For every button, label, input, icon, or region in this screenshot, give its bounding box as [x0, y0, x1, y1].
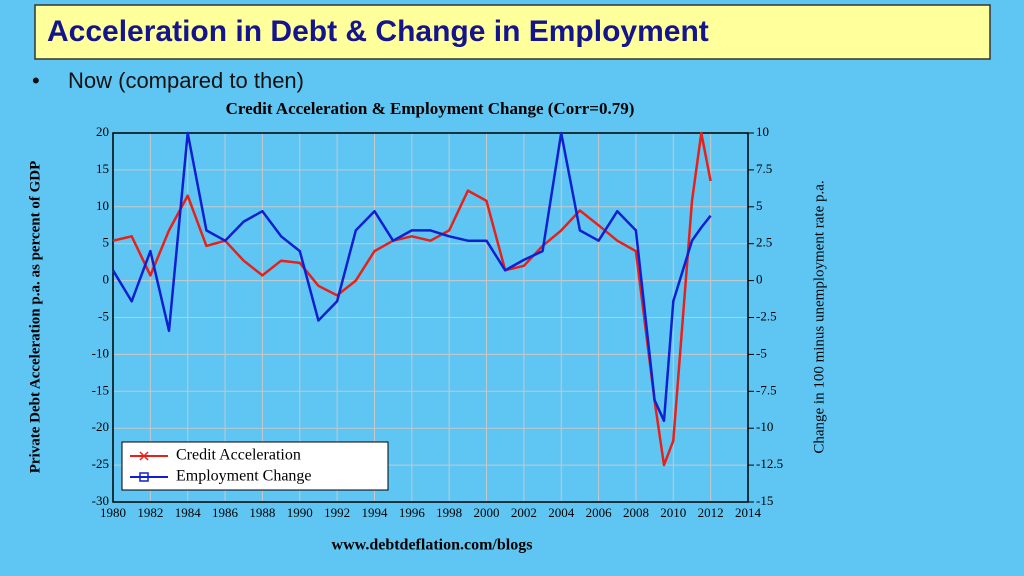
x-tick-label: 1980 — [100, 505, 126, 520]
x-tick-label: 2002 — [511, 505, 537, 520]
slide-title: Acceleration in Debt & Change in Employm… — [47, 15, 709, 48]
x-tick-label: 2010 — [660, 505, 686, 520]
plot-frame — [112, 132, 749, 503]
legend-marker — [139, 451, 149, 461]
y2-tick-label: 2.5 — [756, 235, 772, 250]
x-tick-label: 2008 — [623, 505, 649, 520]
x-tick-label: 1986 — [212, 505, 239, 520]
x-tick-label: 1996 — [399, 505, 426, 520]
x-tick-label: 2000 — [474, 505, 500, 520]
y-tick-label: 20 — [96, 124, 109, 139]
y-tick-label: 0 — [103, 272, 110, 287]
chart-title: Credit Acceleration & Employment Change … — [226, 99, 635, 118]
y2-axis-label: Change in 100 minus unemployment rate p.… — [811, 180, 827, 453]
bullet-dot: • — [32, 68, 40, 93]
y-tick-label: 5 — [103, 235, 110, 250]
series-line — [112, 131, 712, 467]
x-tick-label: 1994 — [361, 505, 388, 520]
y2-tick-label: -12.5 — [756, 456, 783, 471]
y2-tick-label: 5 — [756, 198, 763, 213]
y2-tick-label: -7.5 — [756, 382, 777, 397]
x-tick-label: 2014 — [735, 505, 762, 520]
y2-tick-label: 10 — [756, 124, 769, 139]
y-tick-label: -20 — [92, 419, 109, 434]
y-axis-label: Private Debt Acceleration p.a. as percen… — [27, 161, 43, 474]
y2-tick-label: -2.5 — [756, 308, 777, 323]
x-tick-label: 1982 — [137, 505, 163, 520]
x-tick-label: 1990 — [287, 505, 313, 520]
legend-marker — [139, 472, 149, 482]
y-tick-label: -10 — [92, 345, 109, 360]
y2-tick-label: -10 — [756, 419, 773, 434]
legend-box — [121, 441, 389, 491]
bullet-text: Now (compared to then) — [68, 68, 304, 93]
y-tick-label: -15 — [92, 382, 109, 397]
x-tick-label: 2006 — [586, 505, 613, 520]
x-tick-label: 2012 — [698, 505, 724, 520]
series-line — [111, 131, 712, 423]
x-tick-label: 1992 — [324, 505, 350, 520]
x-tick-label: 2004 — [548, 505, 575, 520]
x-tick-label: 1998 — [436, 505, 462, 520]
y2-tick-label: -15 — [756, 493, 773, 508]
y2-tick-label: 7.5 — [756, 161, 772, 176]
title-box — [34, 4, 991, 60]
x-tick-label: 1988 — [249, 505, 275, 520]
y-tick-label: -30 — [92, 493, 109, 508]
y2-tick-label: 0 — [756, 272, 763, 287]
y-tick-label: 10 — [96, 198, 109, 213]
y-tick-label: -5 — [98, 308, 109, 323]
source: www.debtdeflation.com/blogs — [332, 537, 533, 554]
y-tick-label: 15 — [96, 161, 109, 176]
legend-label: Employment Change — [176, 468, 312, 485]
x-tick-label: 1984 — [175, 505, 202, 520]
y2-tick-label: -5 — [756, 345, 767, 360]
legend-label: Credit Acceleration — [176, 447, 301, 464]
y-tick-label: -25 — [92, 456, 109, 471]
